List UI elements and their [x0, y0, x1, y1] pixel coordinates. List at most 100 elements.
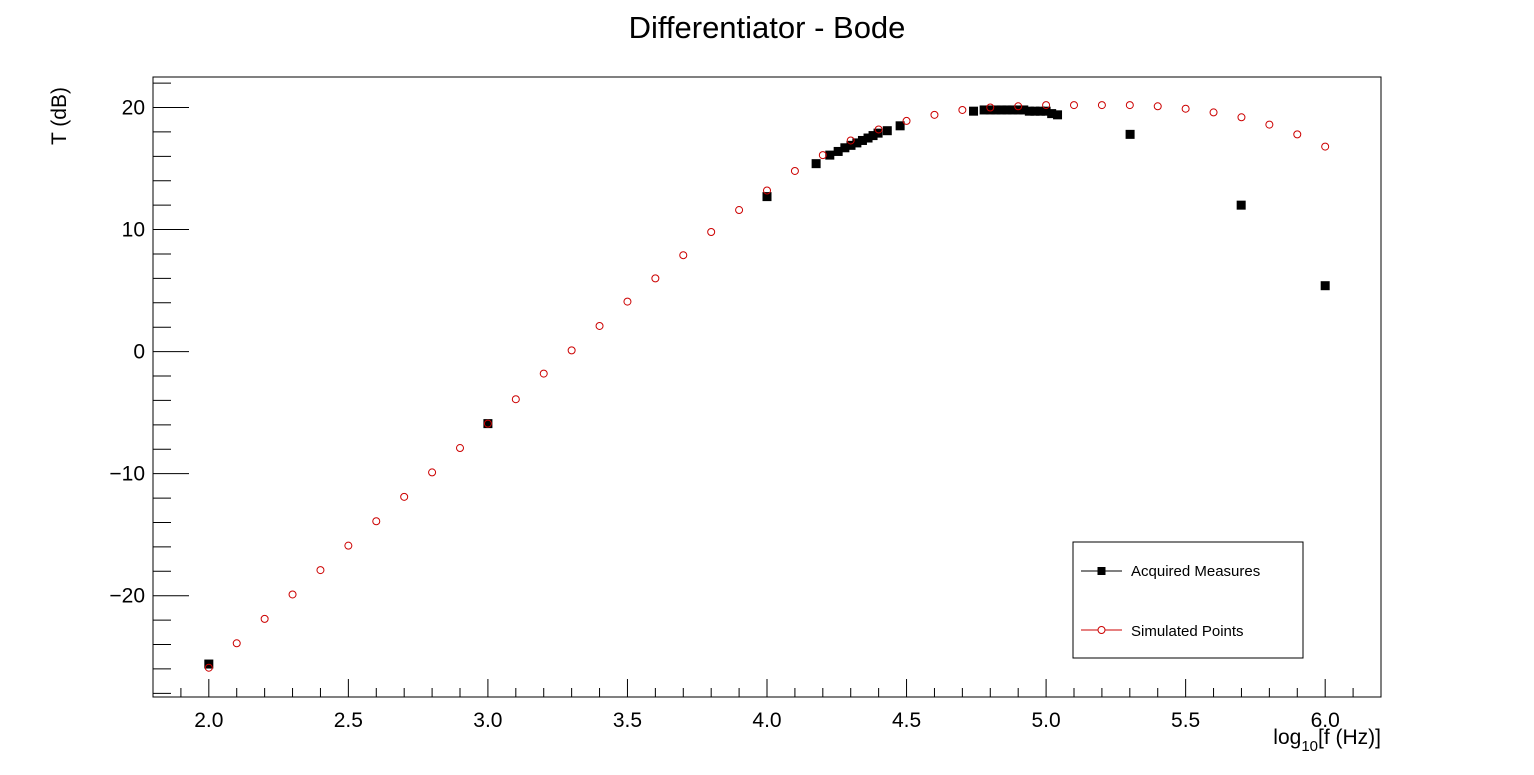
data-point-acquired	[979, 105, 989, 115]
y-axis-label: T (dB)	[48, 87, 71, 145]
x-tick-label: 6.0	[1311, 709, 1340, 732]
data-point-acquired	[483, 419, 493, 429]
data-point-simulated	[456, 444, 464, 453]
data-point-simulated	[930, 110, 939, 119]
data-point-simulated	[874, 125, 883, 134]
x-axis-label-subscript: 10	[1301, 738, 1318, 755]
data-point-simulated	[372, 517, 381, 526]
data-point-acquired	[811, 159, 821, 169]
data-point-simulated	[400, 492, 409, 501]
y-axis: −20 −10 0 10 20	[109, 82, 189, 694]
data-point-simulated	[483, 419, 492, 428]
data-point-simulated	[1014, 102, 1023, 111]
data-point-acquired	[868, 131, 878, 141]
data-point-simulated	[316, 566, 325, 575]
data-point-acquired	[825, 150, 835, 160]
y-tick-label: −10	[109, 463, 145, 486]
data-point-simulated	[763, 186, 771, 195]
data-point-simulated	[1265, 120, 1274, 129]
x-tick-label: 3.5	[613, 709, 642, 732]
x-tick-label: 5.5	[1171, 709, 1200, 732]
series-simulated-points	[204, 101, 1330, 672]
data-point-simulated	[1237, 113, 1246, 122]
series-layer	[204, 101, 1330, 672]
y-tick-label: 20	[122, 97, 145, 120]
data-point-acquired	[1041, 106, 1051, 116]
x-tick-label: 2.0	[194, 709, 223, 732]
data-point-acquired	[882, 126, 892, 136]
data-point-simulated	[232, 639, 241, 648]
data-point-acquired	[857, 135, 867, 145]
legend-box	[1072, 541, 1304, 659]
y-tick-label: −20	[109, 585, 145, 608]
data-point-simulated	[595, 321, 604, 330]
x-tick-label: 4.0	[752, 709, 781, 732]
data-point-simulated	[707, 228, 716, 236]
data-point-acquired	[969, 106, 979, 116]
x-tick-label: 5.0	[1031, 709, 1060, 732]
data-point-simulated	[1209, 108, 1218, 117]
data-point-acquired	[985, 105, 995, 115]
data-point-acquired	[1008, 105, 1018, 115]
data-point-simulated	[958, 105, 967, 114]
legend-label-simulated: Simulated Points	[1131, 623, 1244, 640]
x-tick-label: 3.0	[473, 709, 502, 732]
data-point-simulated	[651, 274, 660, 283]
data-point-simulated	[1042, 101, 1051, 110]
data-point-simulated	[1321, 142, 1330, 151]
data-point-acquired	[1024, 106, 1034, 116]
data-point-simulated	[1153, 102, 1162, 111]
data-point-simulated	[986, 103, 995, 112]
x-tick-label: 4.5	[892, 709, 921, 732]
data-point-acquired	[1019, 105, 1029, 115]
data-point-acquired	[833, 146, 843, 156]
legend: Acquired Measures Simulated Points	[1072, 541, 1304, 659]
data-point-acquired	[762, 192, 772, 202]
data-point-simulated	[1125, 101, 1134, 110]
data-point-acquired	[863, 133, 873, 143]
data-point-acquired	[1002, 105, 1012, 115]
data-point-simulated	[260, 614, 269, 623]
data-point-simulated	[511, 395, 520, 404]
data-point-simulated	[902, 116, 911, 125]
data-point-simulated	[344, 541, 353, 550]
data-point-acquired	[1030, 106, 1040, 116]
data-point-simulated	[846, 136, 855, 145]
x-axis-label: log10[f (Hz)]	[1273, 726, 1381, 755]
series-acquired-measures	[204, 105, 1330, 669]
data-point-simulated	[679, 251, 688, 260]
data-point-acquired	[1053, 110, 1063, 120]
data-point-simulated	[1097, 101, 1106, 110]
data-point-acquired	[1320, 281, 1330, 291]
legend-label-acquired: Acquired Measures	[1131, 563, 1260, 580]
data-point-simulated	[428, 468, 437, 477]
data-point-acquired	[996, 105, 1006, 115]
legend-marker-acquired	[1097, 567, 1106, 575]
data-point-acquired	[840, 143, 850, 153]
data-point-acquired	[895, 121, 905, 131]
y-tick-label: 0	[133, 341, 145, 364]
data-point-simulated	[1181, 104, 1190, 113]
data-point-simulated	[288, 590, 297, 599]
x-axis-label-prefix: log	[1273, 726, 1301, 749]
chart-title: Differentiator - Bode	[629, 10, 906, 45]
data-point-simulated	[735, 206, 744, 215]
y-tick-label: 10	[122, 219, 145, 242]
data-point-acquired	[852, 138, 862, 148]
legend-marker-simulated	[1097, 626, 1106, 634]
data-point-simulated	[204, 663, 213, 672]
data-point-simulated	[539, 369, 548, 378]
data-point-acquired	[1236, 200, 1246, 210]
data-point-simulated	[1070, 101, 1078, 110]
data-point-simulated	[818, 151, 827, 160]
data-point-acquired	[846, 140, 856, 150]
data-point-simulated	[567, 346, 576, 355]
x-axis-label-suffix: [f (Hz)]	[1318, 726, 1381, 749]
x-axis: 2.0 2.5 3.0 3.5 4.0 4.5 5.0 5.5 6.0	[152, 679, 1382, 732]
data-point-acquired	[1047, 109, 1057, 119]
x-tick-label: 2.5	[334, 709, 363, 732]
data-point-acquired	[1036, 106, 1046, 116]
data-point-simulated	[1293, 130, 1302, 139]
data-point-acquired	[1125, 129, 1135, 139]
